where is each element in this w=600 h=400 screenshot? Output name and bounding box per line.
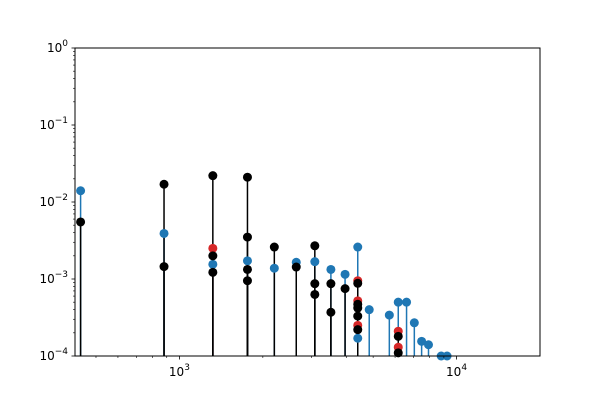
y-tick-label: 10−1 [39,116,68,132]
stem-marker [364,305,374,315]
y-tick-label: 10−2 [39,193,68,209]
stem-marker [393,297,403,307]
stem-marker [242,172,252,182]
stem-marker [242,256,252,266]
stem-marker [402,297,412,307]
stem-marker [310,257,320,267]
y-tick-label: 10−4 [39,347,68,363]
stem-marker [159,179,169,189]
stem-marker [409,318,419,328]
y-tick-label: 100 [47,39,68,55]
stem-marker [242,264,252,274]
stem-marker [340,284,350,294]
stem-marker [326,307,336,317]
y-tick-label: 10−3 [39,270,68,286]
stem-marker [353,303,363,313]
x-tick-label: 103 [169,363,190,379]
stem-marker [208,259,218,269]
stem-marker [353,278,363,288]
stem-marker [208,243,218,253]
stem-marker [242,276,252,286]
stem-marker [269,263,279,273]
stem-marker [310,279,320,289]
stem-marker [326,264,336,274]
stem-marker [393,348,403,358]
stem-marker [310,241,320,251]
stem-markers [76,171,452,361]
stem-marker [417,336,427,346]
stem-marker [159,228,169,238]
stem-marker [384,310,394,320]
y-axis-ticks: 100 10−1 10−2 10−3 10−4 [39,39,75,363]
stem-marker [208,171,218,181]
stem-marker [353,311,363,321]
stem-marker [76,186,86,196]
x-axis-ticks: 103 104 [95,356,467,379]
stem-marker [291,262,301,272]
stem-marker [269,242,279,252]
stem-marker [326,279,336,289]
stem-marker [340,269,350,279]
x-tick-label: 104 [446,363,467,379]
stem-marker [159,262,169,272]
stem-marker [310,289,320,299]
stem-marker [208,267,218,277]
stem-marker [353,242,363,252]
plot-frame [74,47,541,357]
stem-marker [353,325,363,335]
stem-marker [424,340,434,350]
stem-marker [242,232,252,242]
stem-lines [79,175,430,356]
stem-marker [208,251,218,261]
stem-marker [76,217,86,227]
stem-marker [393,331,403,341]
stem-marker [353,333,363,343]
